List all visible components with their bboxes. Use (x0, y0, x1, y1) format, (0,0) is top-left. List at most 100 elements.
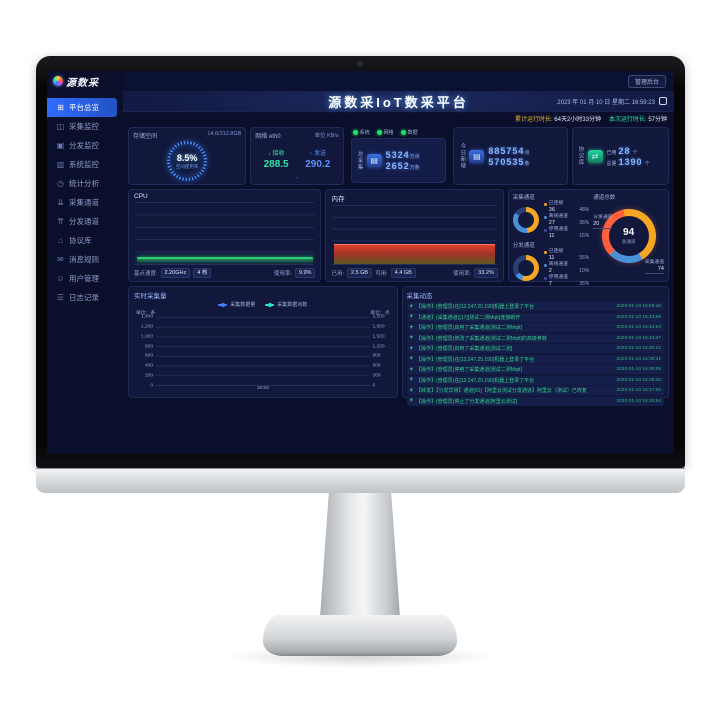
dispatch-monitor-icon: ▣ (56, 141, 65, 150)
recv-value: 288.5 (263, 158, 289, 170)
send-label: 发送 (314, 150, 327, 157)
driver-icon: ⇄ (587, 149, 603, 163)
activity-row[interactable]: 【操作】(管理员)在[13.247.25.190]机器上登录了平台2023-01… (406, 375, 664, 385)
legend-data-count[interactable]: 采集数据量 (218, 301, 255, 308)
app-logo: 源数采 (47, 71, 123, 91)
send-value: 290.2 (305, 158, 331, 170)
admin-backend-button[interactable]: 管理后台 (627, 74, 666, 88)
memory-title: 内存 (331, 196, 345, 203)
content: 源数采IoT数采平台 2023 年 01 月 10 日 星期二 16:59:23… (123, 91, 674, 454)
realtime-title: 实时采集量 (134, 293, 167, 300)
dispatch-callout: 分发通道 20 (593, 215, 613, 229)
activity-row[interactable]: 【操作】(管理员)在[13.247.25.190]机器上登录了平台2023-01… (406, 302, 664, 311)
plus-icon (410, 356, 414, 362)
database-icon: ▤ (366, 154, 382, 167)
status-led-network: 网络 (376, 129, 394, 136)
sidebar-item-protocol-library[interactable]: ⌂ 协议库 (47, 231, 123, 250)
library-icon: ⌂ (58, 236, 63, 245)
total-collect-label: 总采集 (356, 150, 363, 171)
collect-channel-section: 采集通道 已连接 36 48% (512, 193, 589, 239)
legend-point-count[interactable]: 采集数据点数 (265, 301, 307, 308)
monitor-chin (36, 468, 685, 493)
sidebar-item-log-records[interactable]: ☰ 日志记录 (47, 288, 123, 307)
dashboard-screen: 源数采 管理后台 ⊞ 平台总览 ◫ 采集监控 ▣ 分发监控 (47, 71, 674, 454)
today-records-value: 570535 (488, 156, 525, 167)
top-bar: 源数采 管理后台 (47, 71, 674, 91)
uptime-session-value: 57分钟 (648, 116, 667, 123)
database-icon: ▤ (469, 149, 485, 163)
total-records-unit: 万条 (409, 165, 420, 171)
sidebar-item-system-monitor[interactable]: ▥ 系统监控 (47, 155, 123, 174)
today-new-label: 今日新增 (459, 143, 466, 169)
sidebar-item-dispatch-monitor[interactable]: ▣ 分发监控 (47, 136, 123, 155)
storage-gauge: 8.5% 空间使用率 (167, 141, 208, 181)
x-axis-tick: 16:58 (256, 386, 269, 391)
network-title: 网络 eth0 (255, 134, 281, 140)
right-axis-unit: 单位：点 (370, 311, 390, 316)
sidebar-item-collect-channel[interactable]: ⇊ 采集通道 (47, 193, 123, 212)
clock-icon: ◷ (57, 179, 64, 188)
legend-disabled: 停用通道 7 35% (543, 275, 589, 287)
uptime-total-value: 64天2小时33分钟 (554, 116, 601, 123)
channel-total-caption: 总通道 (621, 239, 636, 244)
storage-percent: 8.5% (176, 152, 198, 163)
cpu-usage: 9.9% (294, 267, 316, 278)
storage-caption: 空间使用率 (175, 163, 199, 169)
webcam-icon (358, 62, 362, 66)
collect-monitor-icon: ◫ (56, 122, 65, 131)
sidebar: ⊞ 平台总览 ◫ 采集监控 ▣ 分发监控 ▥ 系统监控 ◷ 统计分析 (47, 91, 123, 454)
status-led-system: 系统 (352, 129, 370, 136)
memory-avail-label: 可用: (375, 270, 388, 277)
activity-row[interactable]: 【操作】(管理员)在[13.247.25.190]机器上登录了平台2023-01… (406, 354, 664, 364)
uptime-session-label: 本次运行时长: (608, 116, 647, 123)
system-monitor-icon: ▥ (56, 160, 65, 169)
realtime-plot: 1,400 1,200 1,000 800 600 400 200 0 (134, 314, 392, 389)
title-bar: 源数采IoT数采平台 2023 年 01 月 10 日 星期二 16:59:23 (123, 91, 674, 112)
sidebar-item-stats-analysis[interactable]: ◷ 统计分析 (47, 174, 123, 193)
left-axis: 1,400 1,200 1,000 800 600 400 200 0 (140, 314, 153, 389)
user-icon: ☺ (56, 274, 65, 283)
topbar-right: 管理后台 (123, 74, 674, 88)
teal-line-marker-icon (265, 302, 275, 307)
memory-usage-label: 使用率: (453, 270, 472, 277)
stats-row: 存储空间 14.6/312.8GB 8.5% 空间使用率 (128, 127, 669, 185)
right-axis: 2,100 1,800 1,500 1,200 900 600 300 0 (372, 314, 385, 389)
today-points-unit: 点 (524, 149, 530, 156)
network-card: 网络 eth0 单位 KB/s ↓ 接收 288.5 (250, 127, 344, 185)
status-led-data: 数据 (400, 129, 418, 136)
log-lines-icon: ☰ (56, 293, 65, 302)
plus-icon (410, 325, 414, 331)
memory-chart (332, 205, 497, 265)
legend-connected: 已连接 11 55% (543, 249, 589, 261)
sidebar-item-user-management[interactable]: ☺ 用户管理 (47, 269, 123, 288)
main: 存储空间 14.6/312.8GB 8.5% 空间使用率 (123, 124, 674, 454)
cpu-usage-line (136, 257, 313, 260)
activity-row[interactable]: 【操作】(管理员)启用了采集通道[测试二测Mqtt]2023-01-10 15:… (406, 323, 664, 332)
sidebar-item-platform-overview[interactable]: ⊞ 平台总览 (47, 98, 117, 117)
total-collect-card: 总采集 ▤ 5324万点 2652万条 (350, 138, 447, 183)
cpu-usage-label: 使用率: (273, 270, 292, 277)
cpu-base-speed: 2.20GHz (160, 267, 191, 278)
cpu-base-speed-label: 基点速度: (134, 270, 158, 277)
plus-icon (410, 304, 414, 310)
sidebar-item-message-rules[interactable]: ✉ 消息规则 (47, 250, 123, 269)
activity-row[interactable]: 【操作】(管理员)启用了采集通道[测试二测]2023-01-10 15:40:2… (406, 344, 664, 353)
driver-used-unit: 个 (632, 149, 638, 156)
legend-connected: 已连接 36 48% (543, 201, 589, 213)
activity-row[interactable]: 【转发】【分发异常】通道[91]【阿里云测试分发通道】阿里云（测试）已恢复202… (406, 386, 664, 395)
sidebar-item-collect-monitor[interactable]: ◫ 采集监控 (47, 117, 123, 136)
activity-row[interactable]: 【操作】(管理员)停止了分发通道[阿里云测试]2023-01-10 15:15:… (406, 396, 664, 406)
network-pager[interactable]: - (295, 175, 299, 182)
sidebar-item-dispatch-channel[interactable]: ⇈ 分发通道 (47, 212, 123, 231)
cpu-cores: 4 核 (193, 267, 212, 278)
channel-total-section: 通道总数 94 总通道 分发通道 20 (593, 193, 664, 278)
today-new-card: 今日新增 ▤ 885754点 570535条 (453, 127, 568, 185)
activity-row[interactable]: 【操作】(管理员)修改了采集通道[测试二测Mqtt]的高级参数2023-01-1… (406, 333, 664, 343)
activity-row[interactable]: 【操作】(管理员)停用了采集通道[测试二测Mqtt]2023-01-10 15:… (406, 365, 664, 374)
dispatch-channel-donut (512, 255, 539, 281)
protocol-library-card: 协议库 ⇄ 已用 28 个 总量 1390 (571, 127, 669, 185)
fullscreen-icon[interactable] (659, 97, 667, 105)
total-points-value: 5324 (385, 150, 410, 160)
activity-list: 【操作】(管理员)在[13.247.25.190]机器上登录了平台2023-01… (406, 302, 664, 406)
